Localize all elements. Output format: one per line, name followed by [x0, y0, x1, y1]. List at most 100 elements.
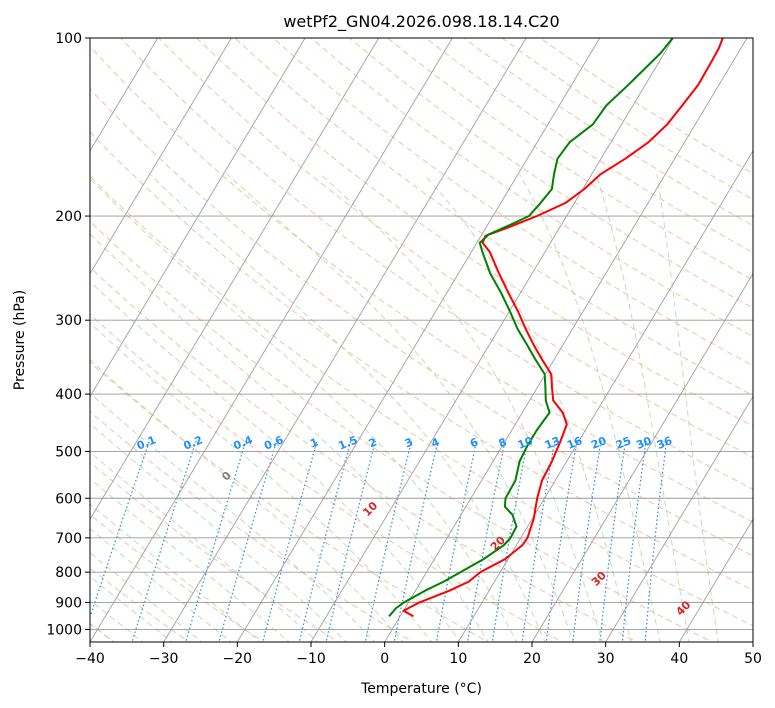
dry-adiabat [348, 38, 753, 309]
mixing-ratio-line [90, 440, 151, 620]
mixing-ratio-label: 0.1 [135, 433, 158, 452]
dry-adiabat [90, 513, 265, 642]
y-tick-label: 200 [55, 209, 82, 225]
dry-adiabat [539, 38, 753, 175]
dry-adiabat [90, 131, 753, 591]
dry-adiabat [90, 567, 190, 642]
dry-adiabat [158, 38, 753, 458]
moist-adiabat [90, 423, 348, 642]
chart-title: wetPf2_GN04.2026.098.18.14.C20 [283, 12, 559, 32]
moist-adiabat [90, 322, 433, 642]
isotherm-line [531, 272, 753, 642]
isotherm-line [236, 38, 601, 642]
y-tick-label: 600 [55, 491, 82, 507]
dry-adiabat [386, 38, 753, 281]
moist-adiabat [90, 392, 376, 642]
moist-adiabat [90, 359, 404, 642]
moist-adiabat-label: 0 [219, 469, 234, 484]
mixing-ratio-label: 36 [655, 434, 674, 452]
mixing-ratio-line [644, 440, 668, 642]
x-tick-label: 50 [744, 651, 762, 667]
mixing-ratio-line [185, 440, 247, 642]
moist-adiabat [90, 503, 262, 642]
mixing-ratio-line [621, 440, 647, 642]
x-tick-label: −10 [296, 651, 326, 667]
moist-adiabat [90, 233, 489, 642]
mixing-ratio-label: 1 [308, 436, 320, 451]
moist-adiabat [90, 451, 319, 642]
y-tick-label: 800 [55, 565, 82, 581]
x-tick-label: 10 [449, 651, 467, 667]
dewpoint-line [388, 38, 674, 617]
dry-adiabat [119, 38, 753, 490]
moist-adiabat [423, 173, 632, 642]
moist-adiabat-label: 40 [673, 598, 693, 618]
guide-labels: 0.10.20.40.611.52346810131620253036-100-… [135, 433, 694, 618]
mixing-ratio-line [491, 440, 529, 642]
mixing-ratio-line [262, 440, 318, 642]
x-tick-label: −20 [223, 651, 253, 667]
dry-adiabat [90, 175, 753, 627]
moist-adiabat [595, 174, 690, 642]
isotherm-line [163, 38, 527, 642]
mixing-ratio-line [545, 440, 578, 642]
mixing-ratio-label: 0.4 [232, 433, 255, 452]
moist-adiabat [90, 528, 232, 642]
x-tick-label: 40 [670, 651, 688, 667]
isotherm-line [384, 38, 748, 642]
moist-adiabat [227, 173, 575, 642]
moist-adiabat-label: 30 [589, 569, 609, 589]
x-tick-label: −30 [149, 651, 179, 667]
mixing-ratio-line [298, 440, 352, 642]
mixing-ratio-label: 8 [497, 436, 509, 451]
isotherm-line [0, 38, 10, 642]
mixing-ratio-line [393, 440, 439, 642]
mixing-ratio-label: 30 [634, 434, 653, 452]
y-axis-ticks: 100 200 300 400 500 600 700 800 900 1000 [46, 31, 90, 638]
mixing-ratio-line [521, 440, 556, 642]
isotherm-line [90, 38, 380, 521]
mixing-ratio-label: 0.6 [262, 433, 285, 452]
dry-adiabat [90, 361, 489, 642]
y-tick-label: 1000 [46, 622, 82, 638]
y-tick-label: 700 [55, 531, 82, 547]
x-tick-label: 20 [523, 651, 541, 667]
mixing-ratio-label: 2 [367, 436, 379, 451]
mixing-ratio-line [599, 440, 627, 642]
moist-adiabat [320, 173, 603, 642]
plot-frame [89, 37, 754, 643]
moist-adiabat [90, 178, 518, 642]
isotherm-line [90, 38, 453, 642]
dry-adiabat [90, 411, 414, 642]
moist-adiabat [519, 174, 661, 642]
mixing-ratio-label: 16 [565, 434, 584, 452]
isotherm-line [752, 641, 753, 642]
mixing-ratio-line [572, 440, 602, 642]
mixing-ratio-label: 25 [614, 434, 633, 452]
mixing-ratio-label: 6 [468, 435, 480, 450]
dry-adiabat [310, 38, 753, 338]
dry-adiabat [90, 266, 639, 642]
isotherm-line [310, 38, 674, 642]
mixing-ratio-label: 4 [429, 435, 441, 450]
dry-adiabat [90, 313, 564, 642]
isotherm-line [605, 395, 753, 642]
x-tick-label: 0 [380, 651, 389, 667]
mixing-ratio-label: 3 [403, 436, 415, 451]
x-axis-title: Temperature (°C) [360, 681, 482, 697]
mixing-ratio-label: 10 [516, 434, 535, 452]
moist-adiabat-label: 10 [360, 499, 380, 519]
y-tick-label: 400 [55, 387, 82, 403]
y-tick-label: 500 [55, 444, 82, 460]
sounding-series [388, 38, 724, 618]
y-tick-label: 900 [55, 595, 82, 611]
dry-adiabat [90, 88, 753, 557]
y-tick-label: 100 [55, 31, 82, 47]
dry-adiabat [424, 38, 753, 254]
dry-adiabat [90, 45, 753, 523]
x-tick-label: −40 [75, 651, 105, 667]
x-tick-label: 30 [597, 651, 615, 667]
grid-lines [0, 38, 753, 642]
moist-adiabat [149, 173, 546, 642]
